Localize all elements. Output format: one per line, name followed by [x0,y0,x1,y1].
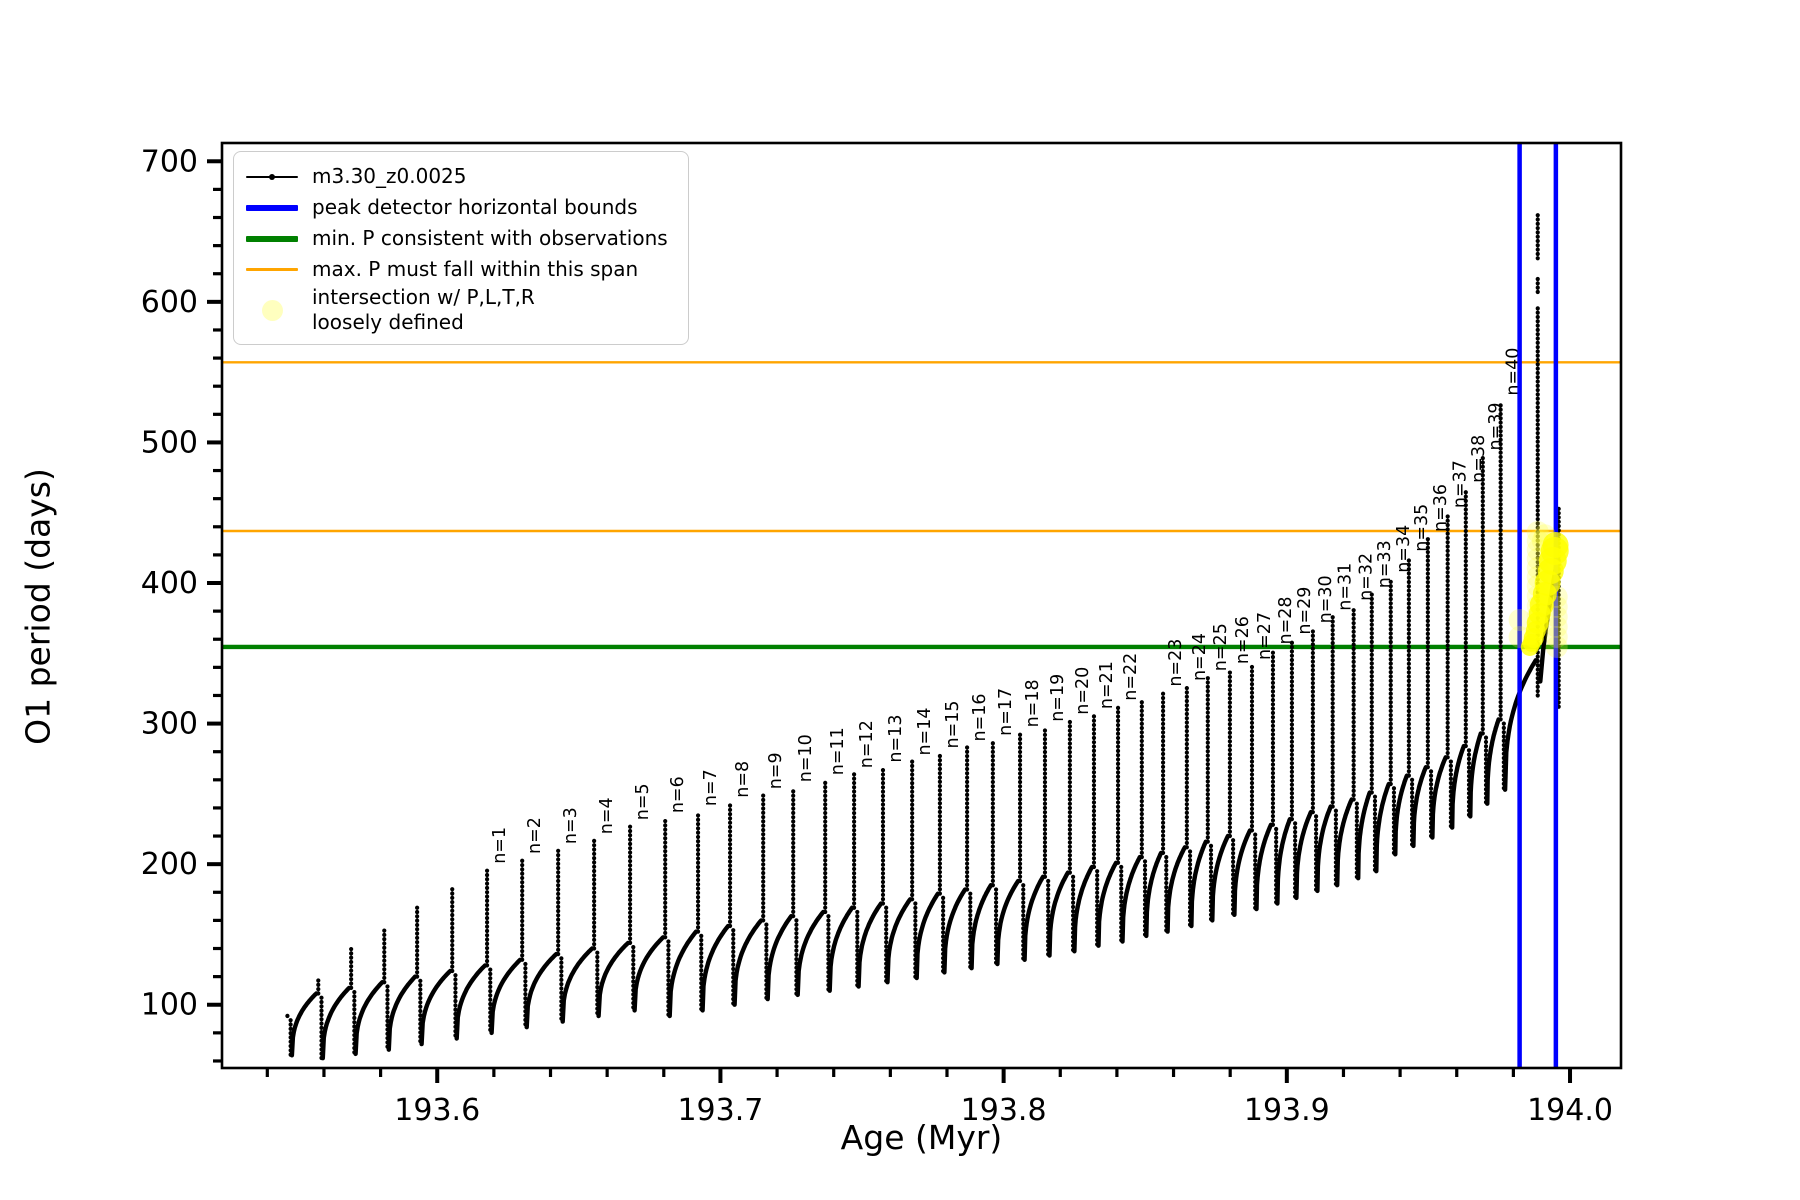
pulse-label: n=19 [1048,674,1068,722]
pulse-label: n=26 [1233,616,1253,664]
pulse-label: n=25 [1211,623,1231,671]
yellow-faint-dot [1545,635,1568,658]
legend-item-series: m3.30_z0.0025 [246,161,674,192]
x-tick-label: 193.7 [677,1093,763,1128]
legend-item-max-p: max. P must fall within this span [246,254,674,285]
y-tick-label: 300 [141,707,198,742]
pulse-labels: n=1 n=2 n=3 n=4 n=5 n=6 n=7 n=8 n=9 n=10 n=11 n=12 n… [490,348,1524,864]
legend-label: intersection w/ P,L,T,R loosely defined [312,285,535,334]
legend-item-min-p: min. P consistent with observations [246,223,674,254]
pulse-label: n=32 [1357,553,1377,601]
pulse-label: n=12 [857,720,877,768]
pulse-label: n=1 [490,827,510,864]
y-tick-label: 400 [141,566,198,601]
pulse-label: n=30 [1316,575,1336,623]
x-tick-label: 193.9 [1244,1093,1330,1128]
pulse-label: n=27 [1255,612,1275,660]
pulse-label: n=6 [668,776,688,813]
pulse-label: n=36 [1431,484,1451,532]
axis-ticks: 193.6 193.7 193.8 193.9 194.0 100 200 300 400 500… [141,144,1613,1128]
intersection-highlight [1508,520,1569,658]
legend-label: m3.30_z0.0025 [312,164,467,188]
pulse-label: n=33 [1375,540,1395,588]
x-tick-label: 193.6 [394,1093,480,1128]
y-tick-label: 200 [141,847,198,882]
pulse-label: n=18 [1023,679,1043,727]
legend-label: max. P must fall within this span [312,257,639,281]
pulse-label: n=14 [915,708,935,756]
legend-line [246,204,298,211]
yellow-faint-dot [1508,608,1531,631]
legend-label: min. P consistent with observations [312,226,668,250]
pulse-label: n=34 [1394,525,1414,573]
axes-frame [220,141,1623,1070]
legend-item-peak-bounds: peak detector horizontal bounds [246,192,674,223]
legend-label: peak detector horizontal bounds [312,195,638,219]
pulse-label: n=38 [1469,435,1489,483]
x-tick-label: 193.8 [961,1093,1047,1128]
pulse-label: n=31 [1336,563,1356,611]
pulse-label: n=8 [733,761,753,798]
yellow-dot-icon [246,299,298,321]
pulse-label: n=10 [796,734,816,782]
pulse-label: n=9 [766,752,786,789]
pulse-label: n=4 [597,797,617,834]
pulse-label: n=17 [996,688,1016,736]
pulse-label: n=2 [525,817,545,854]
y-axis-label: O1 period (days) [18,468,58,745]
y-tick-label: 700 [141,144,198,179]
pulse-label: n=29 [1295,587,1315,635]
legend-item-intersection: intersection w/ P,L,T,R loosely defined [246,285,674,335]
pulse-label: n=13 [886,715,906,763]
x-tick-label: 194.0 [1527,1093,1613,1128]
pulse-label: n=24 [1190,633,1210,681]
pulse-label: n=35 [1412,504,1432,552]
legend-line [246,268,298,271]
yellow-faint-dot [1526,520,1549,543]
legend: m3.30_z0.0025 peak detector horizontal b… [233,151,689,345]
pulse-label: n=3 [561,807,581,844]
orange-line-icon [246,260,298,280]
constraint-hlines [222,361,1621,650]
pulse-label: n=11 [828,727,848,775]
series-line-icon [246,167,298,187]
y-tick-label: 100 [141,988,198,1023]
y-tick-label: 500 [141,425,198,460]
pulse-label: n=15 [943,700,963,748]
pulse-label: n=39 [1486,402,1506,450]
green-line-icon [246,229,298,249]
x-axis-label: Age (Myr) [840,1118,1003,1157]
pulse-label: n=37 [1451,460,1471,508]
legend-line-marker [269,173,275,180]
legend-line [246,235,298,242]
yellow-faint-dot [1545,625,1568,648]
pulse-label: n=21 [1097,661,1117,709]
y-tick-label: 600 [141,285,198,320]
blue-line-icon [246,198,298,218]
pulse-label: n=23 [1166,639,1186,687]
yellow-strong-dot [1542,532,1569,559]
pulse-label: n=7 [701,769,721,806]
pulse-label: n=5 [633,783,653,820]
pulse-label: n=16 [970,693,990,741]
peak-detector-bounds [1517,143,1559,1068]
pulse-label: n=28 [1276,596,1296,644]
pulse-label: n=22 [1121,653,1141,701]
yellow-faint-dot [1545,615,1568,638]
pulse-label: n=20 [1073,667,1093,715]
legend-marker [261,299,283,321]
